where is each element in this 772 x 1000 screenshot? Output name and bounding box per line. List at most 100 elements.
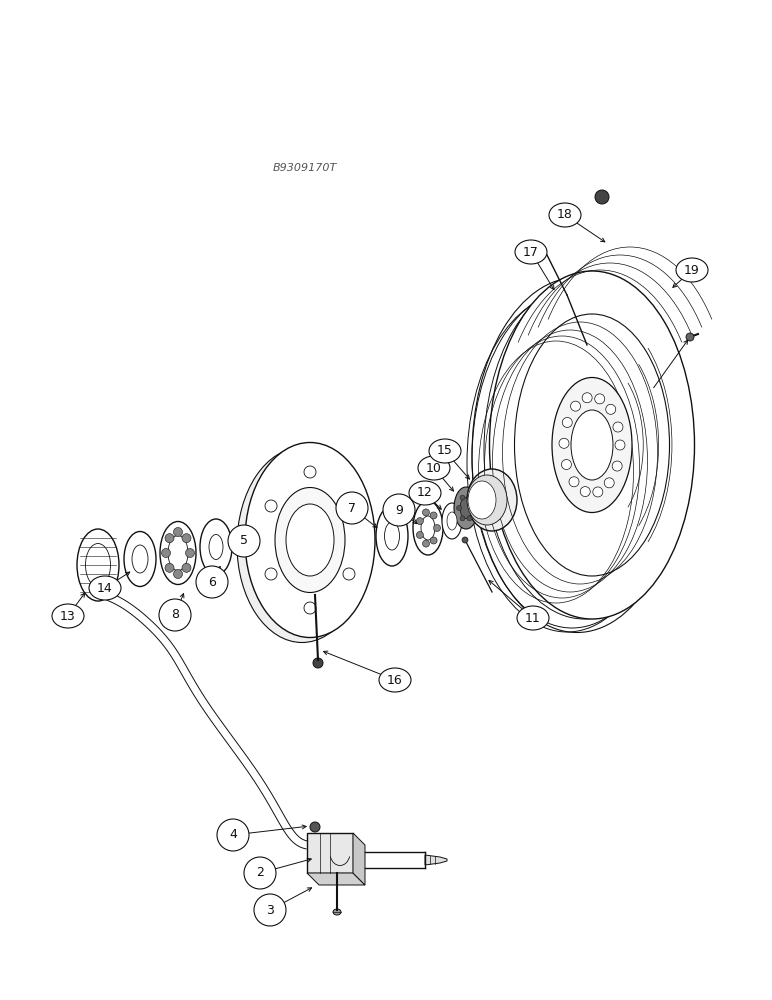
Ellipse shape — [245, 442, 375, 638]
Ellipse shape — [132, 545, 148, 573]
Ellipse shape — [467, 475, 507, 525]
Text: 7: 7 — [348, 502, 356, 514]
Ellipse shape — [676, 258, 708, 282]
Ellipse shape — [409, 481, 441, 505]
Ellipse shape — [571, 410, 613, 480]
Ellipse shape — [447, 512, 457, 530]
Ellipse shape — [421, 516, 435, 540]
Circle shape — [569, 477, 579, 487]
Circle shape — [343, 568, 355, 580]
Circle shape — [686, 333, 694, 341]
Circle shape — [343, 500, 355, 512]
Circle shape — [254, 894, 286, 926]
Ellipse shape — [89, 576, 121, 600]
Circle shape — [165, 563, 174, 572]
Ellipse shape — [77, 529, 119, 601]
Circle shape — [416, 531, 423, 538]
Circle shape — [456, 506, 462, 510]
Text: 11: 11 — [525, 611, 541, 624]
Text: 15: 15 — [437, 444, 453, 458]
Text: 9: 9 — [395, 504, 403, 516]
Circle shape — [460, 495, 465, 500]
Ellipse shape — [168, 536, 188, 570]
Circle shape — [159, 599, 191, 631]
Text: 12: 12 — [417, 487, 433, 499]
Circle shape — [470, 506, 476, 510]
Circle shape — [462, 537, 468, 543]
Circle shape — [304, 602, 316, 614]
Ellipse shape — [549, 203, 581, 227]
Circle shape — [244, 857, 276, 889]
Circle shape — [615, 440, 625, 450]
Text: 16: 16 — [387, 674, 403, 686]
Circle shape — [562, 417, 572, 427]
Ellipse shape — [376, 506, 408, 566]
Ellipse shape — [418, 456, 450, 480]
Ellipse shape — [160, 522, 196, 584]
Polygon shape — [307, 833, 353, 873]
Text: 3: 3 — [266, 904, 274, 916]
Text: 5: 5 — [240, 534, 248, 548]
Text: 19: 19 — [684, 263, 700, 276]
Text: 17: 17 — [523, 245, 539, 258]
Circle shape — [217, 819, 249, 851]
Circle shape — [174, 528, 182, 536]
Circle shape — [265, 568, 277, 580]
Circle shape — [581, 487, 591, 497]
Ellipse shape — [86, 544, 110, 586]
Circle shape — [612, 461, 622, 471]
Ellipse shape — [209, 534, 223, 560]
Text: 13: 13 — [60, 609, 76, 622]
Circle shape — [182, 563, 191, 572]
Ellipse shape — [384, 522, 399, 550]
Ellipse shape — [237, 448, 367, 643]
Circle shape — [593, 487, 603, 497]
Circle shape — [185, 548, 195, 558]
Text: 6: 6 — [208, 576, 216, 588]
Ellipse shape — [442, 503, 462, 539]
Ellipse shape — [275, 488, 345, 592]
Circle shape — [559, 438, 569, 448]
Ellipse shape — [489, 271, 695, 619]
Ellipse shape — [515, 240, 547, 264]
Circle shape — [422, 540, 429, 547]
Circle shape — [196, 566, 228, 598]
Circle shape — [460, 516, 465, 521]
Text: B9309170T: B9309170T — [273, 163, 337, 173]
Ellipse shape — [454, 487, 478, 529]
Circle shape — [434, 524, 441, 532]
Ellipse shape — [379, 668, 411, 692]
Text: 8: 8 — [171, 608, 179, 621]
Polygon shape — [353, 833, 365, 885]
Ellipse shape — [472, 277, 682, 633]
Text: 10: 10 — [426, 462, 442, 475]
Circle shape — [467, 516, 472, 521]
Circle shape — [416, 518, 423, 525]
Ellipse shape — [460, 497, 472, 518]
Circle shape — [336, 492, 368, 524]
Circle shape — [595, 190, 609, 204]
Circle shape — [422, 509, 429, 516]
Circle shape — [313, 658, 323, 668]
Circle shape — [606, 404, 616, 414]
Ellipse shape — [467, 469, 517, 531]
Ellipse shape — [413, 501, 443, 555]
Ellipse shape — [200, 519, 232, 575]
Circle shape — [174, 570, 182, 578]
Ellipse shape — [429, 439, 461, 463]
Circle shape — [310, 822, 320, 832]
Circle shape — [165, 534, 174, 543]
Ellipse shape — [333, 909, 341, 915]
Circle shape — [265, 500, 277, 512]
Ellipse shape — [552, 377, 632, 512]
Text: 18: 18 — [557, 209, 573, 222]
Circle shape — [604, 478, 615, 488]
Circle shape — [430, 537, 437, 544]
Circle shape — [182, 534, 191, 543]
Ellipse shape — [52, 604, 84, 628]
Circle shape — [613, 422, 623, 432]
Circle shape — [304, 466, 316, 478]
Circle shape — [467, 495, 472, 500]
Circle shape — [228, 525, 260, 557]
Circle shape — [571, 401, 581, 411]
